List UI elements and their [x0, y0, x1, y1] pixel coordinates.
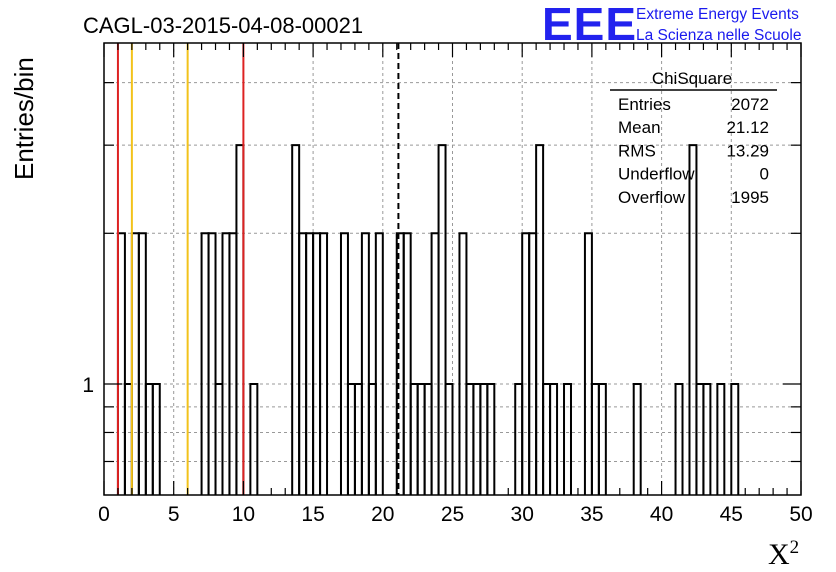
histogram-bin: [214, 382, 224, 495]
histogram-bin: [346, 382, 356, 495]
histogram-bin: [235, 144, 245, 495]
histogram-bin: [312, 232, 322, 495]
histogram-bin: [151, 382, 161, 495]
histogram-bin: [430, 232, 440, 495]
histogram-bin: [423, 382, 433, 495]
histogram-bin: [549, 382, 559, 495]
histogram-bin: [632, 382, 642, 495]
chart-title: CAGL-03-2015-04-08-00021: [83, 13, 363, 38]
x-axis-label: X2: [768, 537, 799, 571]
histogram-bin: [221, 232, 231, 495]
x-tick-label: 45: [720, 503, 743, 526]
stats-box: ChiSquare Entries 2072 Mean 21.12 RMS 13.29 Un…: [610, 69, 777, 207]
histogram-bin: [402, 232, 412, 495]
histogram-bin: [353, 382, 363, 495]
histogram-bin: [563, 382, 572, 495]
histogram-bin: [472, 382, 482, 495]
histogram-bin: [207, 232, 217, 495]
logo-line-2: La Scienza nelle Scuole: [636, 27, 801, 44]
stats-value: 13.29: [726, 141, 769, 160]
histogram-bin: [542, 382, 552, 495]
stats-value: 1995: [731, 188, 769, 207]
histogram-bin: [137, 232, 147, 495]
histogram-bin: [416, 382, 426, 495]
stats-label: Underflow: [618, 165, 695, 184]
histogram-bin: [514, 382, 524, 495]
histogram-bin: [465, 382, 475, 495]
histogram-bin: [374, 232, 384, 495]
histogram-bin: [228, 232, 238, 495]
histogram-bin: [291, 144, 301, 495]
x-axis-label-text: X2: [768, 537, 799, 571]
histogram-bin: [305, 232, 315, 495]
histogram-bin: [298, 232, 308, 495]
x-tick-label: 30: [511, 503, 534, 526]
tick-labels: 0 5 10 15 20 25 30 35 40 45 50 1: [82, 374, 812, 526]
histogram-bin: [521, 232, 531, 495]
tick-marks: [103, 43, 802, 495]
x-tick-label: 15: [301, 503, 324, 526]
histogram-bin: [130, 232, 140, 495]
histogram-bin: [249, 382, 259, 495]
stats-value: 21.12: [726, 118, 769, 137]
histogram-bin: [409, 382, 419, 495]
histogram-bin: [367, 382, 377, 495]
reference-lines: [116, 43, 400, 495]
logo-line-1: Extreme Energy Events: [636, 6, 799, 23]
histogram-bars: [116, 144, 740, 495]
histogram-bin: [674, 382, 684, 495]
x-tick-label: 0: [98, 503, 110, 526]
histogram-bin: [319, 232, 329, 495]
eee-logo: EEE: [542, 0, 637, 50]
x-tick-label: 40: [650, 503, 673, 526]
y-axis-label: Entries/bin: [9, 57, 39, 180]
histogram-bin: [535, 144, 545, 495]
histogram-bin: [590, 382, 600, 495]
x-tick-label: 35: [580, 503, 603, 526]
histogram-bin: [144, 382, 154, 495]
histogram-bin: [116, 232, 126, 495]
stats-label: Overflow: [618, 188, 686, 207]
histogram-bin: [458, 232, 468, 495]
histogram-bin: [716, 382, 726, 495]
y-tick-label: 1: [82, 374, 94, 397]
stats-box-title: ChiSquare: [652, 69, 732, 88]
histogram-bin: [597, 382, 607, 495]
stats-value: 0: [760, 165, 769, 184]
histogram-bin: [688, 144, 698, 495]
stats-label: Entries: [618, 95, 671, 114]
histogram-bin: [437, 144, 447, 495]
x-tick-label: 25: [441, 503, 464, 526]
histogram-bin: [339, 232, 349, 495]
histogram-bin: [444, 382, 454, 495]
histogram-bin: [528, 232, 538, 495]
histogram-bin: [695, 382, 705, 495]
x-tick-label: 5: [168, 503, 180, 526]
x-tick-label: 20: [371, 503, 394, 526]
histogram-bin: [583, 232, 593, 495]
x-tick-label: 50: [789, 503, 812, 526]
histogram-bin: [200, 232, 210, 495]
histogram-bin: [486, 382, 496, 495]
x-tick-label: 10: [232, 503, 255, 526]
stats-label: RMS: [618, 141, 656, 160]
histogram-bin: [360, 232, 370, 495]
histogram-bin: [479, 382, 489, 495]
histogram-bin: [702, 382, 712, 495]
histogram-bin: [123, 382, 133, 495]
stats-label: Mean: [618, 118, 661, 137]
histogram-bin: [730, 382, 740, 495]
stats-value: 2072: [731, 95, 769, 114]
